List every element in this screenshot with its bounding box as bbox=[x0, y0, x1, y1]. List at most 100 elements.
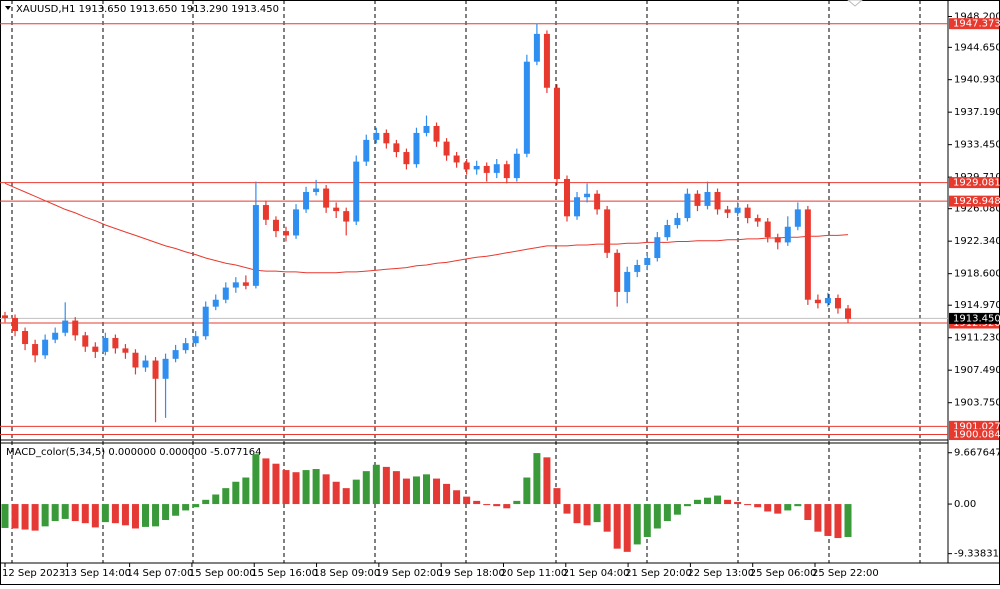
macd-bar bbox=[142, 504, 149, 527]
symbol-menu-arrow[interactable] bbox=[5, 6, 11, 10]
candle-body bbox=[834, 297, 841, 309]
macd-bar bbox=[21, 504, 29, 530]
macd-bar bbox=[61, 504, 69, 519]
macd-bar bbox=[202, 499, 210, 505]
macd-bar bbox=[533, 453, 541, 505]
macd-bar bbox=[443, 483, 451, 505]
price-tag bbox=[949, 429, 999, 441]
candle-body bbox=[413, 132, 420, 165]
macd-bar bbox=[402, 478, 410, 505]
candle-body bbox=[824, 297, 831, 304]
candle-body bbox=[614, 252, 621, 292]
candle-body bbox=[463, 162, 470, 170]
candle-body bbox=[172, 350, 179, 359]
candle-body bbox=[694, 193, 701, 206]
macd-bar bbox=[152, 504, 160, 527]
candle-body bbox=[323, 188, 330, 208]
candle-body bbox=[373, 132, 380, 140]
candle-body bbox=[734, 207, 741, 213]
candle-body bbox=[293, 209, 300, 236]
candle-body bbox=[142, 360, 149, 368]
macd-bar bbox=[272, 463, 280, 505]
candle-body bbox=[182, 343, 189, 351]
macd-bar bbox=[392, 471, 400, 505]
candle-body bbox=[814, 299, 821, 304]
macd-bar bbox=[683, 504, 691, 507]
x-tick-label: 25 Sep 06:00 bbox=[750, 568, 817, 579]
candle-body bbox=[32, 344, 39, 356]
price-tag-label: 1947.373 bbox=[953, 19, 1000, 30]
candle-body bbox=[232, 282, 239, 288]
candle-body bbox=[634, 264, 641, 272]
candle-body bbox=[553, 87, 560, 179]
candle-body bbox=[62, 320, 69, 333]
macd-bar bbox=[744, 504, 752, 506]
candle-body bbox=[543, 33, 550, 88]
macd-bar bbox=[673, 504, 681, 515]
macd-bar bbox=[784, 504, 792, 511]
macd-bar bbox=[41, 504, 49, 527]
candle-body bbox=[654, 237, 661, 259]
candle-body bbox=[564, 178, 570, 217]
candle-body bbox=[624, 271, 631, 292]
macd-bar bbox=[563, 504, 571, 514]
macd-bar bbox=[613, 504, 621, 549]
macd-bar bbox=[242, 477, 250, 505]
candle-body bbox=[574, 197, 581, 217]
candle-body bbox=[82, 335, 89, 347]
indicator-title: MACD_color(5,34,5) 0.000000 0.000000 -5.… bbox=[6, 447, 262, 458]
current-price-label: 1913.450 bbox=[953, 313, 1000, 324]
y-tick-label: 1922.340 bbox=[954, 236, 1000, 247]
macd-bar bbox=[623, 504, 631, 552]
macd-bar bbox=[31, 504, 39, 531]
scroll-marker[interactable] bbox=[847, 0, 863, 7]
macd-bar bbox=[653, 504, 661, 529]
macd-bar bbox=[643, 504, 651, 537]
candle-body bbox=[283, 231, 289, 236]
candle-body bbox=[383, 132, 390, 144]
macd-bar bbox=[322, 474, 330, 505]
macd-bar bbox=[262, 458, 270, 505]
candle-body bbox=[92, 346, 99, 352]
candle-body bbox=[403, 152, 410, 165]
macd-bar bbox=[162, 504, 170, 520]
macd-bar bbox=[71, 504, 79, 522]
macd-bar bbox=[51, 504, 59, 522]
candle-body bbox=[674, 218, 681, 226]
moving-average bbox=[4, 182, 849, 274]
candle-body bbox=[2, 315, 8, 318]
candle-body bbox=[754, 218, 761, 222]
macd-bar bbox=[493, 504, 501, 507]
candle-body bbox=[162, 358, 169, 379]
macd-bar bbox=[824, 504, 832, 536]
candle-body bbox=[343, 211, 350, 222]
price-tag-label: 1926.948 bbox=[953, 196, 1000, 207]
macd-bar bbox=[312, 469, 320, 505]
candle-body bbox=[272, 219, 279, 232]
candle-body bbox=[132, 352, 139, 368]
macd-bar bbox=[633, 504, 641, 545]
x-tick-label: 15 Sep 00:00 bbox=[189, 568, 256, 579]
macd-bar bbox=[131, 504, 139, 529]
candle-body bbox=[423, 125, 430, 133]
price-tag bbox=[949, 420, 999, 432]
macd-bar bbox=[382, 466, 390, 505]
candle-body bbox=[744, 207, 751, 219]
macd-bar bbox=[754, 504, 762, 508]
price-tag-label: 1929.081 bbox=[953, 178, 1000, 189]
x-tick-label: 19 Sep 02:00 bbox=[376, 568, 443, 579]
price-tag-label: 1900.084 bbox=[953, 430, 1000, 441]
macd-bar bbox=[583, 504, 591, 526]
y-tick-label: 1907.490 bbox=[954, 365, 1000, 376]
macd-bar bbox=[332, 481, 340, 505]
y-tick-label: 1903.750 bbox=[954, 398, 1000, 409]
y-tick-label: 1944.650 bbox=[954, 42, 1000, 53]
x-tick-label: 21 Sep 20:00 bbox=[625, 568, 692, 579]
macd-bar bbox=[714, 495, 722, 505]
x-tick-label: 21 Sep 04:00 bbox=[563, 568, 630, 579]
macd-bar bbox=[453, 490, 461, 505]
macd-bar bbox=[523, 477, 531, 505]
candle-body bbox=[303, 192, 310, 210]
candle-body bbox=[112, 337, 119, 349]
